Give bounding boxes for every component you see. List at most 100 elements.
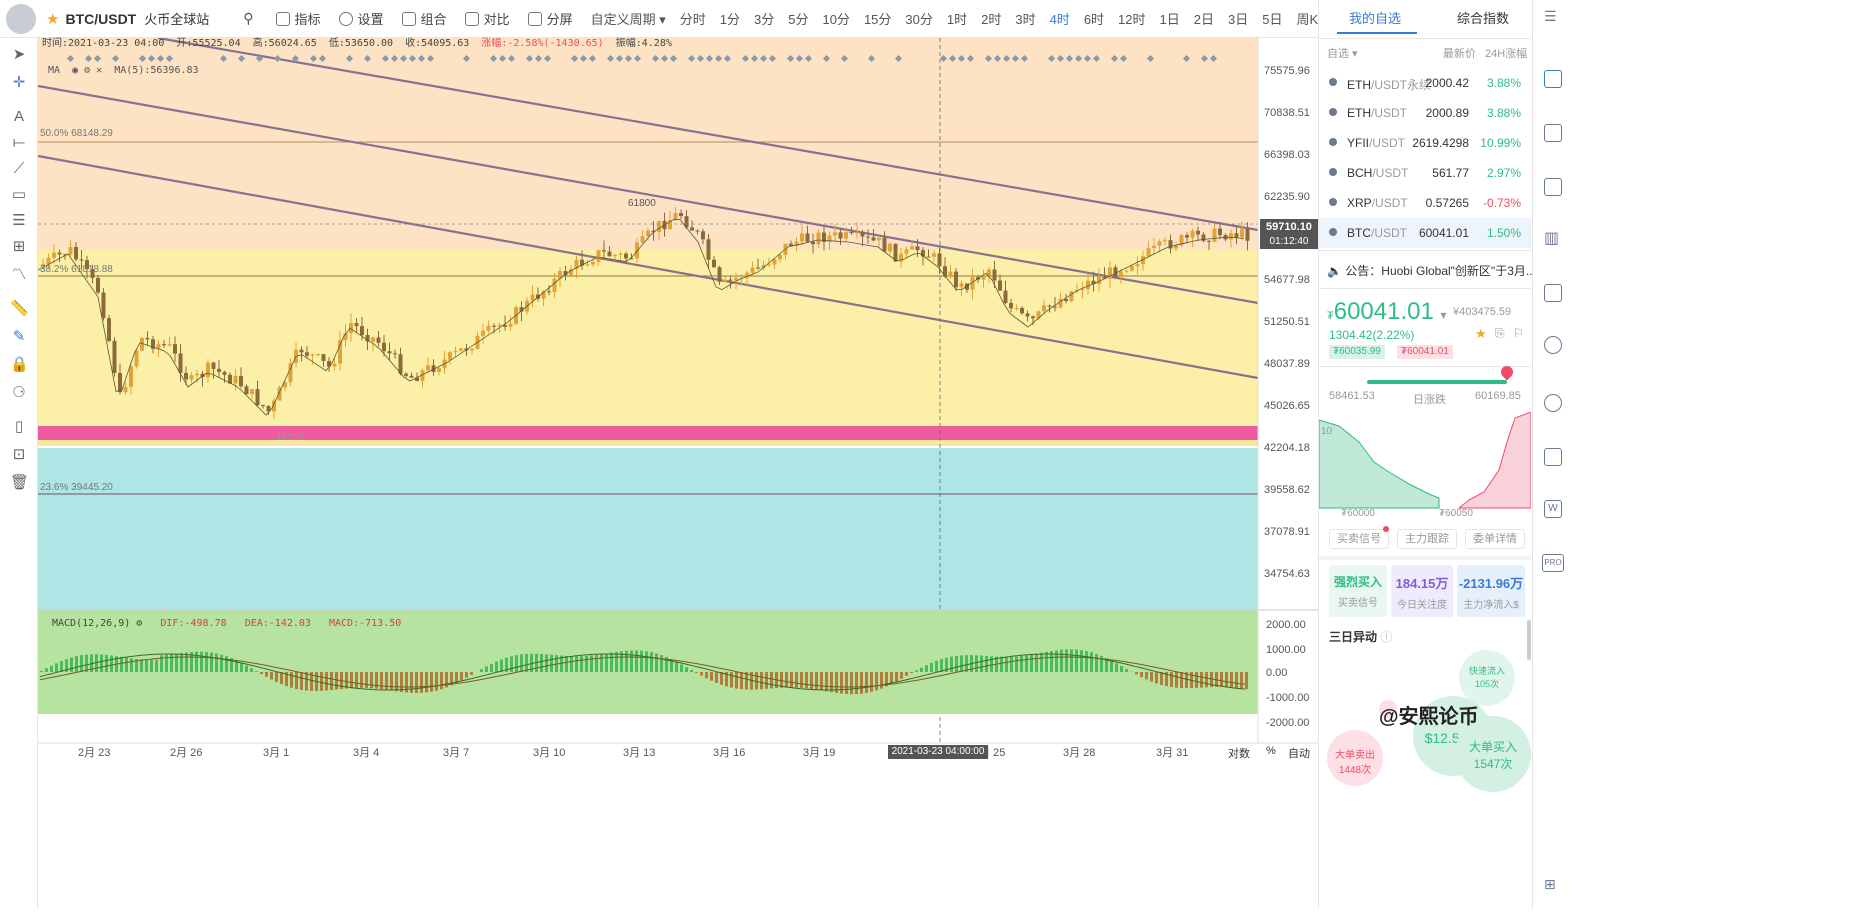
timeframe-10[interactable]: 4时 <box>1050 12 1070 27</box>
split-screen-button[interactable]: 分屏 <box>528 9 573 28</box>
text-tool-icon[interactable]: A <box>10 108 28 126</box>
candle <box>1020 308 1024 313</box>
copy-icon[interactable] <box>1544 284 1562 302</box>
bar-chart-icon[interactable]: ▥ <box>1544 230 1562 248</box>
macd-bar <box>1225 672 1228 687</box>
indicator-button[interactable]: 指标 <box>276 9 321 28</box>
search-icon[interactable]: ⚲ <box>243 10 253 27</box>
orderbook-icon[interactable] <box>1544 124 1562 142</box>
ruler-icon[interactable]: 📏 <box>10 300 28 318</box>
gear-icon <box>339 12 353 26</box>
compare-button[interactable]: 对比 <box>465 9 510 28</box>
timeframe-6[interactable]: 30分 <box>905 12 932 27</box>
trades-icon[interactable] <box>1544 178 1562 196</box>
macd-bar <box>550 655 553 672</box>
menu-icon[interactable]: ☰ <box>1544 8 1562 26</box>
timeframe-5[interactable]: 15分 <box>864 12 891 27</box>
lock-icon[interactable]: 🔒 <box>10 356 28 374</box>
attention-card[interactable]: 184.15万 今日关注度 <box>1391 565 1453 617</box>
timeframe-13[interactable]: 1日 <box>1160 12 1180 27</box>
timeframe-12[interactable]: 12时 <box>1118 12 1145 27</box>
macd-bar <box>865 672 868 693</box>
horizontal-line-icon[interactable]: ⟝ <box>10 134 28 152</box>
tab-my-watchlist[interactable]: 我的自选 <box>1349 8 1401 27</box>
candle <box>58 253 62 255</box>
symbol-title[interactable]: BTC/USDT <box>65 11 136 27</box>
announcement[interactable]: 🔈 公告：Huobi Global"创新区"于3月... <box>1327 262 1536 279</box>
combo-button[interactable]: 组合 <box>402 9 447 28</box>
share-icon[interactable]: ⎘ <box>1495 326 1505 341</box>
order-detail-button[interactable]: 委单详情 <box>1465 529 1525 549</box>
favorite-star-icon[interactable]: ★ <box>46 10 59 28</box>
cursor-arrow-icon[interactable]: ➤ <box>10 46 28 64</box>
timeframe-1[interactable]: 1分 <box>720 12 740 27</box>
tab-composite-index[interactable]: 综合指数 <box>1457 8 1509 27</box>
macd-bar <box>380 672 383 689</box>
chart-canvas[interactable]: 75575.9670838.5166398.0362235.9054677.98… <box>38 38 1318 909</box>
signal-card[interactable]: 强烈买入 买卖信号 <box>1329 565 1387 617</box>
rectangle-icon[interactable]: ▭ <box>10 186 28 204</box>
timeframe-16[interactable]: 5日 <box>1262 12 1282 27</box>
trend-line-icon[interactable]: ⟋ <box>10 160 28 178</box>
compass-icon[interactable] <box>1544 394 1562 412</box>
trash-icon[interactable]: 🗑 <box>10 474 28 492</box>
crosshair-icon[interactable]: ✛ <box>10 74 28 92</box>
watchlist-icon[interactable] <box>1544 70 1562 88</box>
coin-price: 2000.42 <box>1426 76 1469 90</box>
timeframe-8[interactable]: 2时 <box>981 12 1001 27</box>
w-icon[interactable]: W <box>1544 500 1562 518</box>
trade-signal-button[interactable]: 买卖信号 <box>1329 529 1389 549</box>
pen-icon[interactable]: ✎ <box>10 328 28 346</box>
favorite-star-icon[interactable]: ★ <box>1475 326 1487 342</box>
settings-button[interactable]: 设置 <box>339 9 384 28</box>
netflow-card[interactable]: -2131.96万 主力净流入$ <box>1457 565 1525 617</box>
clock-icon[interactable] <box>1544 336 1562 354</box>
timeframe-4[interactable]: 10分 <box>822 12 849 27</box>
auto-scale-button[interactable]: 自动 <box>1288 745 1310 761</box>
grid-menu-icon[interactable]: ⊞ <box>1544 876 1562 894</box>
timeframe-9[interactable]: 3时 <box>1015 12 1035 27</box>
timeframe-7[interactable]: 1时 <box>947 12 967 27</box>
pattern-tool-icon[interactable]: 〽 <box>10 266 28 284</box>
timeframe-3[interactable]: 5分 <box>788 12 808 27</box>
timeframe-17[interactable]: 周K <box>1296 12 1318 27</box>
percent-scale-button[interactable]: % <box>1266 745 1276 757</box>
timeframe-15[interactable]: 3日 <box>1228 12 1248 27</box>
timeframe-11[interactable]: 6时 <box>1084 12 1104 27</box>
fib-levels-icon[interactable]: ☰ <box>10 212 28 230</box>
news-icon[interactable] <box>1544 448 1562 466</box>
visibility-icon[interactable]: ⚆ <box>10 384 28 402</box>
scrollbar[interactable] <box>1527 620 1531 660</box>
timeframe-2[interactable]: 3分 <box>754 12 774 27</box>
main-force-button[interactable]: 主力跟踪 <box>1397 529 1457 549</box>
coin-icon <box>1329 108 1337 116</box>
macd-bar <box>900 672 903 679</box>
candle <box>855 232 859 233</box>
custom-period-dropdown[interactable]: 自定义周期 ▾ <box>591 9 666 28</box>
pro-icon[interactable]: PRO <box>1542 554 1564 572</box>
template-icon[interactable]: ⊡ <box>10 446 28 464</box>
watchlist-group-select[interactable]: 自选 ▾ <box>1327 45 1358 61</box>
help-icon[interactable]: ⓘ <box>1380 630 1392 644</box>
macd-bar <box>880 672 883 689</box>
candle <box>811 242 815 244</box>
log-scale-button[interactable]: 对数 <box>1228 745 1250 761</box>
timeframe-0[interactable]: 分时 <box>680 12 706 27</box>
bookmark-icon[interactable]: ▯ <box>10 418 28 436</box>
macd-bar <box>1220 672 1223 687</box>
macd-bar <box>990 656 993 672</box>
candle <box>888 244 892 252</box>
macd-bar <box>955 656 958 672</box>
grid-tool-icon[interactable]: ⊞ <box>10 238 28 256</box>
timeframe-14[interactable]: 2日 <box>1194 12 1214 27</box>
alert-icon[interactable]: ⚐ <box>1513 326 1524 340</box>
